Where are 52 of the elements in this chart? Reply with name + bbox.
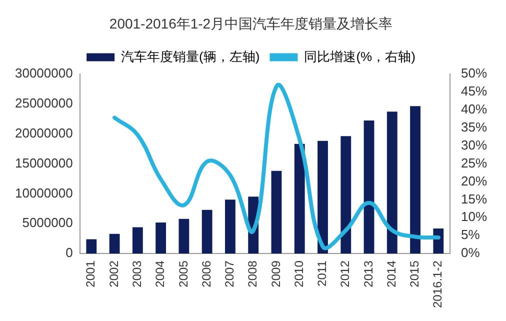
y2-tick-label: 20% [460, 173, 488, 188]
y2-tick-label: 10% [460, 209, 488, 224]
bar [410, 106, 420, 254]
y2-tick-label: 5% [460, 227, 480, 242]
x-tick-label: 2005 [176, 260, 190, 288]
x-tick-label: 2016.1-2 [430, 260, 445, 308]
y-tick-label: 0 [66, 245, 73, 260]
legend-label: 同比增速(%，右轴) [304, 48, 416, 64]
bar [132, 227, 143, 254]
bar [178, 218, 190, 254]
x-tick-label: 2012 [338, 260, 352, 288]
y-tick-label: 20000000 [14, 125, 73, 140]
x-tick-label: 2007 [222, 260, 237, 288]
bar [340, 136, 352, 254]
bar [109, 234, 120, 254]
bar [364, 120, 374, 254]
x-tick-label: 2009 [268, 260, 283, 288]
y-tick-label: 5000000 [22, 215, 73, 230]
y-tick-label: 15000000 [14, 155, 73, 170]
y-tick-label: 25000000 [14, 95, 73, 110]
y2-tick-label: 25% [460, 155, 488, 170]
x-tick-label: 2011 [315, 260, 330, 286]
bar [156, 222, 166, 254]
y2-tick-label: 40% [460, 101, 488, 116]
legend-label: 汽车年度销量(辆，左轴) [121, 48, 260, 64]
x-tick-label: 2001 [84, 260, 98, 288]
bar [225, 200, 236, 254]
y2-tick-label: 15% [460, 191, 488, 206]
bar [386, 112, 398, 254]
y-tick-label: 10000000 [14, 185, 73, 200]
x-tick-label: 2004 [153, 260, 168, 288]
x-tick-label: 2015 [408, 260, 422, 288]
x-tick-label: 2013 [361, 260, 376, 288]
x-tick-label: 2014 [384, 260, 398, 288]
bar [294, 144, 305, 254]
y-tick-label: 30000000 [14, 65, 73, 80]
x-tick-label: 2003 [130, 260, 144, 288]
y2-tick-label: 50% [460, 65, 488, 80]
bar [318, 140, 328, 254]
x-tick-label: 2002 [106, 260, 121, 288]
y2-tick-label: 30% [460, 137, 488, 152]
y2-tick-label: 0% [460, 245, 480, 260]
bar [86, 239, 97, 254]
bar [271, 170, 282, 254]
chart-title: 2001-2016年1-2月中国汽车年度销量及增长率 [109, 15, 393, 32]
x-tick-label: 2008 [246, 260, 260, 288]
y2-tick-label: 45% [460, 83, 488, 98]
x-tick-label: 2010 [292, 260, 306, 288]
x-tick-label: 2006 [199, 260, 214, 288]
y2-tick-label: 35% [460, 119, 488, 134]
line-series [112, 83, 440, 250]
bar [202, 210, 212, 254]
